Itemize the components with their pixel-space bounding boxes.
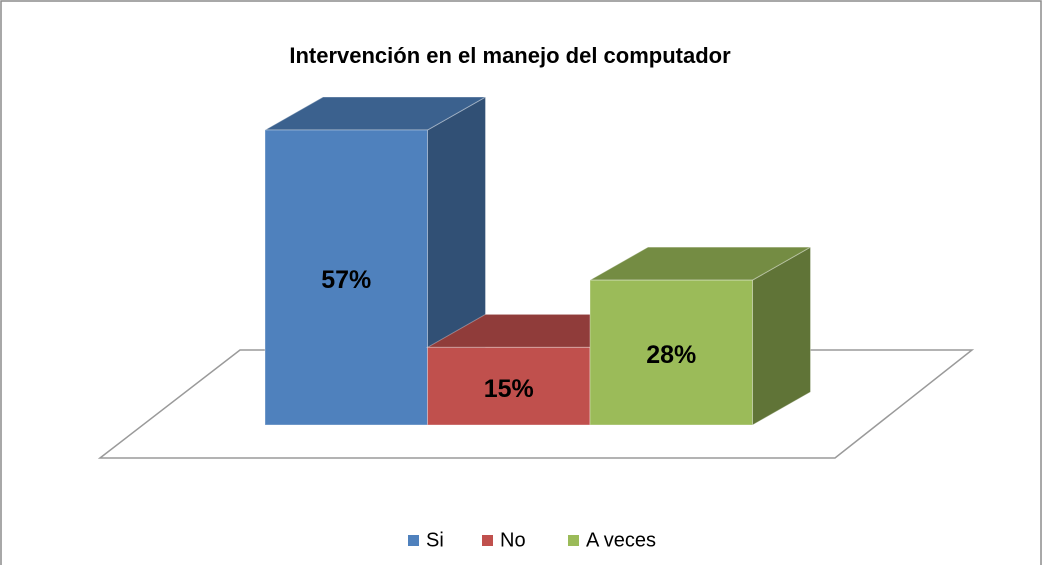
legend-swatch: [482, 535, 493, 546]
data-label: 28%: [646, 341, 696, 369]
legend-label: No: [500, 529, 526, 551]
bar: [588, 246, 813, 426]
legend-label: Si: [426, 529, 444, 551]
legend-swatch: [568, 535, 579, 546]
data-label: 57%: [321, 266, 371, 294]
bar-front: [589, 279, 753, 426]
data-label: 15%: [484, 375, 534, 403]
legend-swatch: [408, 535, 419, 546]
legend-label: A veces: [586, 529, 656, 551]
chart-title: Intervención en el manejo del computador: [289, 43, 731, 68]
bar-front: [264, 129, 428, 426]
